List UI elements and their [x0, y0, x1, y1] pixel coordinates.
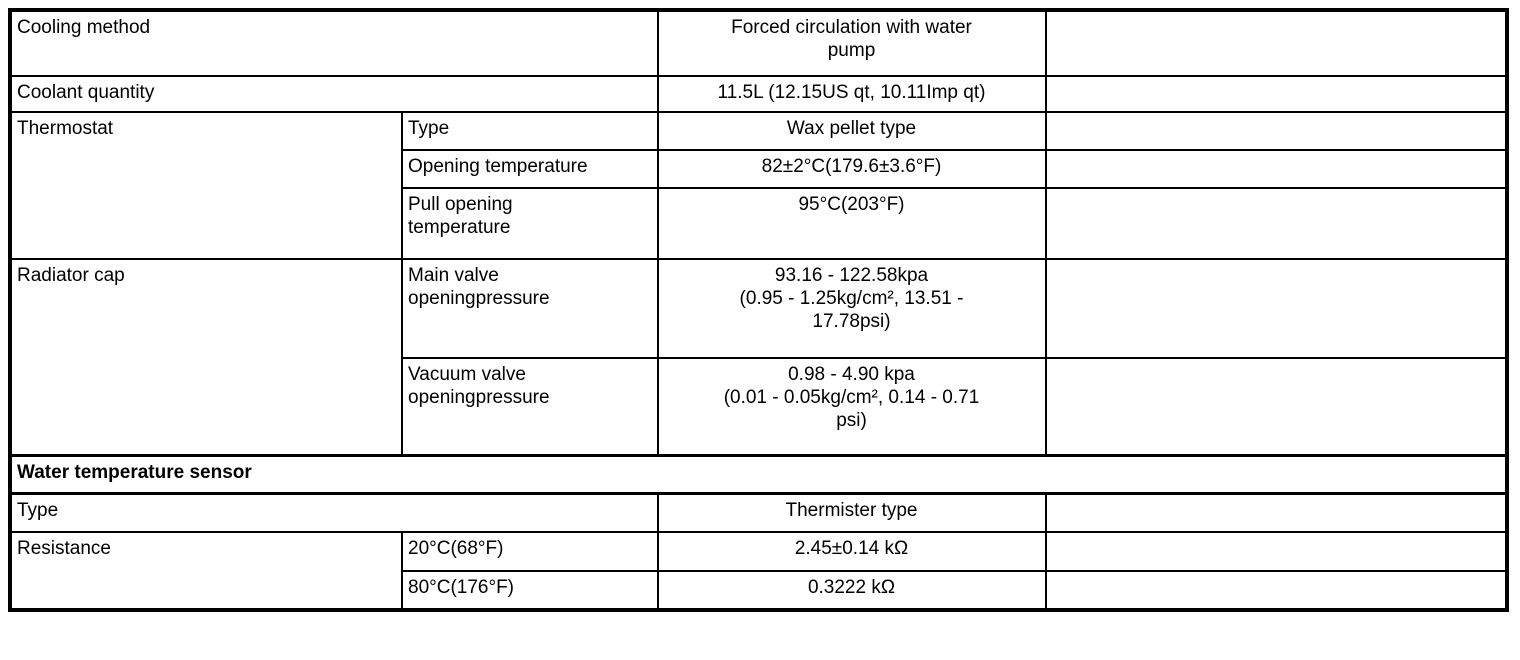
- radiator-cap-label: Radiator cap: [9, 258, 403, 456]
- resistance-20c-sublabel: 20°C(68°F): [401, 531, 659, 572]
- table-row: Radiator cap Main valve openingpressure …: [9, 258, 1508, 456]
- vacuum-valve-pressure-value: 0.98 - 4.90 kpa (0.01 - 0.05kg/cm², 0.14…: [657, 357, 1047, 456]
- table-row: Resistance 20°C(68°F) 2.45±0.14 kΩ: [9, 531, 1508, 611]
- thermostat-type-value: Wax pellet type: [657, 111, 1047, 151]
- opening-temperature-value: 82±2°C(179.6±3.6°F): [657, 149, 1047, 189]
- empty-cell: [1045, 149, 1508, 189]
- table-row: Thermostat Type Wax pellet type: [9, 111, 1508, 260]
- main-valve-pressure-sublabel: Main valve openingpressure: [401, 258, 659, 359]
- table-row: Opening temperature 82±2°C(179.6±3.6°F): [10, 149, 1508, 189]
- resistance-20c-value: 2.45±0.14 kΩ: [657, 531, 1047, 572]
- thermostat-type-sublabel: Type: [401, 111, 659, 151]
- table-row: Pull opening temperature 95°C(203°F): [10, 187, 1508, 260]
- table-row: Water temperature sensor: [9, 453, 1508, 495]
- cooling-method-value: Forced circulation with water pump: [657, 9, 1047, 77]
- table-row: Coolant quantity 11.5L (12.15US qt, 10.1…: [9, 75, 1508, 113]
- main-valve-pressure-value: 93.16 - 122.58kpa (0.95 - 1.25kg/cm², 13…: [657, 258, 1047, 359]
- empty-cell: [1045, 492, 1508, 533]
- resistance-80c-value: 0.3222 kΩ: [657, 570, 1047, 611]
- sensor-type-value: Thermister type: [657, 492, 1047, 533]
- table-row: 80°C(176°F) 0.3222 kΩ: [10, 570, 1508, 611]
- coolant-quantity-label: Coolant quantity: [9, 75, 659, 113]
- coolant-quantity-value: 11.5L (12.15US qt, 10.11Imp qt): [657, 75, 1047, 113]
- empty-cell: [1045, 531, 1508, 572]
- sensor-type-label: Type: [9, 492, 659, 533]
- opening-temperature-sublabel: Opening temperature: [401, 149, 659, 189]
- table-row: Cooling method Forced circulation with w…: [9, 9, 1508, 77]
- empty-cell: [1045, 357, 1508, 456]
- resistance-80c-sublabel: 80°C(176°F): [401, 570, 659, 611]
- empty-cell: [1045, 570, 1508, 611]
- vacuum-valve-pressure-sublabel: Vacuum valve openingpressure: [401, 357, 659, 456]
- empty-cell: [1045, 9, 1508, 77]
- table-row: Vacuum valve openingpressure 0.98 - 4.90…: [10, 357, 1508, 456]
- table-row: Type Thermister type: [9, 492, 1508, 533]
- thermostat-label: Thermostat: [9, 111, 403, 260]
- empty-cell: [1045, 258, 1508, 359]
- cooling-method-label: Cooling method: [9, 9, 659, 77]
- water-temperature-sensor-header: Water temperature sensor: [9, 453, 1508, 495]
- empty-cell: [1045, 187, 1508, 260]
- pull-opening-temperature-sublabel: Pull opening temperature: [401, 187, 659, 260]
- empty-cell: [1045, 75, 1508, 113]
- resistance-label: Resistance: [9, 531, 403, 611]
- pull-opening-temperature-value: 95°C(203°F): [657, 187, 1047, 260]
- empty-cell: [1045, 111, 1508, 151]
- cooling-system-spec-table: Cooling method Forced circulation with w…: [8, 8, 1509, 612]
